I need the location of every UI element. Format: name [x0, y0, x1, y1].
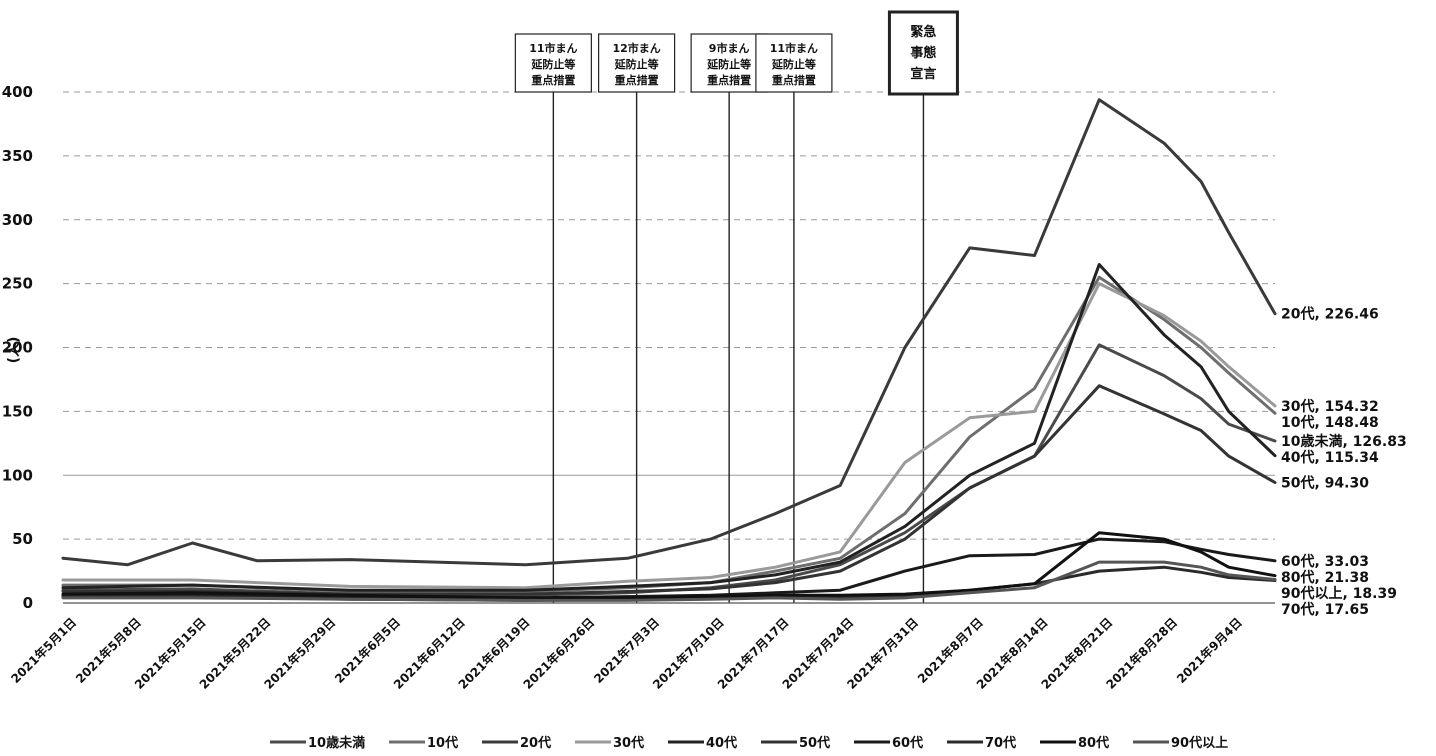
- annotation-text: 延防止等: [614, 57, 659, 71]
- end-label-90代以上: 90代以上, 18.39: [1281, 585, 1397, 602]
- annotation-text: 11市まん: [529, 41, 577, 55]
- x-tick-label: 2021年7月3日: [590, 615, 661, 686]
- y-tick-label: 350: [2, 147, 33, 165]
- legend: 10歳未満 10代 20代 30代 40代 50代 60代 70代 80代 90代以上: [270, 735, 1228, 751]
- series-line-50代: [61, 384, 1277, 596]
- series-line-80代: [61, 531, 1277, 600]
- legend-label-10代: 10代: [427, 735, 458, 751]
- series-line-30代: [61, 282, 1277, 590]
- x-tick-label: 2021年5月8日: [72, 615, 143, 686]
- x-tick-label: 2021年8月7日: [914, 615, 985, 686]
- annotation-text: 9市まん: [709, 41, 750, 55]
- legend-label-90代以上: 90代以上: [1171, 735, 1228, 751]
- legend-label-60代: 60代: [892, 735, 923, 751]
- legend-label-70代: 70代: [985, 735, 1016, 751]
- annotation-box: [887, 10, 959, 96]
- annotation-box: [514, 33, 592, 93]
- end-label-20代: 20代, 226.46: [1281, 306, 1379, 323]
- series-layer: [61, 98, 1277, 602]
- annotation-lines: [552, 92, 925, 603]
- end-label-10代: 10代, 148.48: [1281, 414, 1379, 431]
- annotation-text: 重点措置: [772, 73, 816, 87]
- annotation-text: 延防止等: [530, 57, 575, 71]
- y-tick-label: 150: [2, 402, 33, 420]
- grid-layer: [63, 91, 1275, 540]
- x-tick-label: 2021年9月4日: [1173, 615, 1244, 686]
- end-label-60代: 60代, 33.03: [1281, 553, 1369, 570]
- y-tick-label: 400: [2, 83, 33, 101]
- series-line-90代以上: [61, 560, 1277, 602]
- annotation-text: 12市まん: [612, 41, 660, 55]
- y-tick-label: 50: [12, 530, 33, 548]
- legend-label-50代: 50代: [799, 735, 830, 751]
- annotation-text: 重点措置: [531, 73, 575, 87]
- legend-label-80代: 80代: [1078, 735, 1109, 751]
- annotation-box: [755, 33, 833, 93]
- annotation-text: 重点措置: [707, 73, 751, 87]
- legend-label-40代: 40代: [706, 735, 737, 751]
- annotation-text: 事態: [910, 45, 936, 61]
- annotation-text: 延防止等: [771, 57, 816, 71]
- y-tick-label: 200: [2, 339, 33, 357]
- end-label-50代: 50代, 94.30: [1281, 475, 1369, 492]
- y-tick-label: 250: [2, 275, 33, 293]
- series-line-10代: [61, 275, 1277, 593]
- annotation-text: 緊急: [910, 24, 936, 40]
- annotation-text: 宣言: [910, 66, 936, 82]
- y-tick-label: 100: [2, 466, 33, 484]
- y-axis-label: (人): [5, 337, 22, 364]
- y-tick-label: 0: [23, 594, 33, 612]
- x-tick-label: 2021年6月5日: [331, 615, 402, 686]
- x-tick-label: 2021年5月1日: [8, 615, 79, 686]
- end-label-30代: 30代, 154.32: [1281, 398, 1379, 415]
- y-tick-label: 300: [2, 211, 33, 229]
- annotation-box: [598, 33, 676, 93]
- series-line-40代: [61, 263, 1277, 592]
- annotation-text: 延防止等: [706, 57, 751, 71]
- series-line-20代: [61, 98, 1277, 567]
- end-label-40代: 40代, 115.34: [1281, 449, 1379, 466]
- legend-label-20代: 20代: [520, 735, 551, 751]
- annotation-text: 11市まん: [770, 41, 818, 55]
- end-label-80代: 80代, 21.38: [1281, 569, 1369, 586]
- end-label-10歳未満: 10歳未満, 126.83: [1281, 433, 1407, 450]
- end-label-70代: 70代, 17.65: [1281, 601, 1369, 618]
- legend-label-10歳未満: 10歳未満: [308, 735, 365, 751]
- legend-label-30代: 30代: [613, 735, 644, 751]
- annotation-text: 重点措置: [615, 73, 659, 87]
